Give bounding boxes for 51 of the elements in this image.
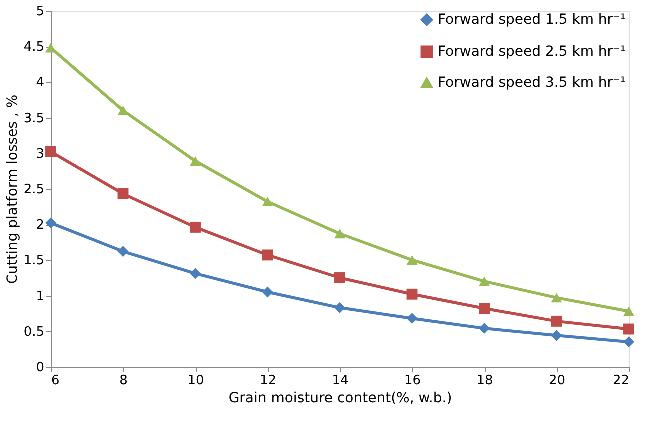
y-tick-label: 0.5 (24, 324, 44, 340)
x-tick-label: 20 (548, 374, 566, 388)
y-tick-label: 2.5 (24, 182, 44, 198)
y-tick-label: 5 (36, 4, 44, 20)
point (479, 303, 490, 314)
point (551, 293, 562, 303)
y-tick-label: 3.5 (24, 111, 44, 126)
point (118, 188, 129, 200)
point (406, 313, 418, 324)
point (334, 229, 346, 239)
point (262, 250, 274, 261)
point (406, 288, 418, 300)
point (334, 272, 346, 284)
y-tick-label: 2 (36, 218, 44, 234)
point (118, 106, 129, 116)
point (406, 255, 418, 265)
y-tick-label: 4 (36, 76, 44, 91)
point (479, 323, 490, 334)
point (190, 268, 201, 280)
point (262, 286, 274, 298)
x-tick-label: 10 (188, 374, 204, 388)
x-tick-label: 14 (332, 374, 349, 388)
y-tick-label: 3 (36, 146, 44, 162)
y-axis-title: Cutting platform losses , % (4, 94, 21, 284)
point (190, 222, 201, 233)
point (624, 324, 634, 335)
x-tick-label: 6 (52, 374, 60, 388)
legend-label: Forward speed 3.5 km hr⁻¹ (438, 75, 626, 91)
x-tick-label: 22 (612, 374, 630, 388)
x-tick-label: 8 (120, 374, 128, 388)
point (551, 316, 562, 327)
point (262, 197, 274, 207)
point (190, 156, 201, 166)
point (624, 336, 634, 348)
legend-label: Forward speed 2.5 km hr⁻¹ (438, 44, 626, 60)
point (46, 146, 56, 158)
legend-label: Forward speed 1.5 km hr⁻¹ (438, 12, 626, 28)
y-tick-label: 0 (36, 360, 44, 376)
point (46, 218, 56, 229)
y-tick-label: 1 (36, 289, 44, 304)
point (551, 330, 562, 342)
x-tick-label: 12 (260, 374, 277, 388)
x-axis-title: Grain moisture content(%, w.b.) (228, 390, 452, 406)
y-tick-label: 1.5 (24, 254, 44, 269)
x-tick-label: 16 (404, 374, 422, 388)
point (624, 306, 634, 316)
point (479, 276, 490, 286)
x-tick-label: 18 (476, 374, 494, 388)
y-tick-label: 4.5 (24, 40, 44, 56)
point (118, 246, 129, 258)
point (334, 302, 346, 314)
